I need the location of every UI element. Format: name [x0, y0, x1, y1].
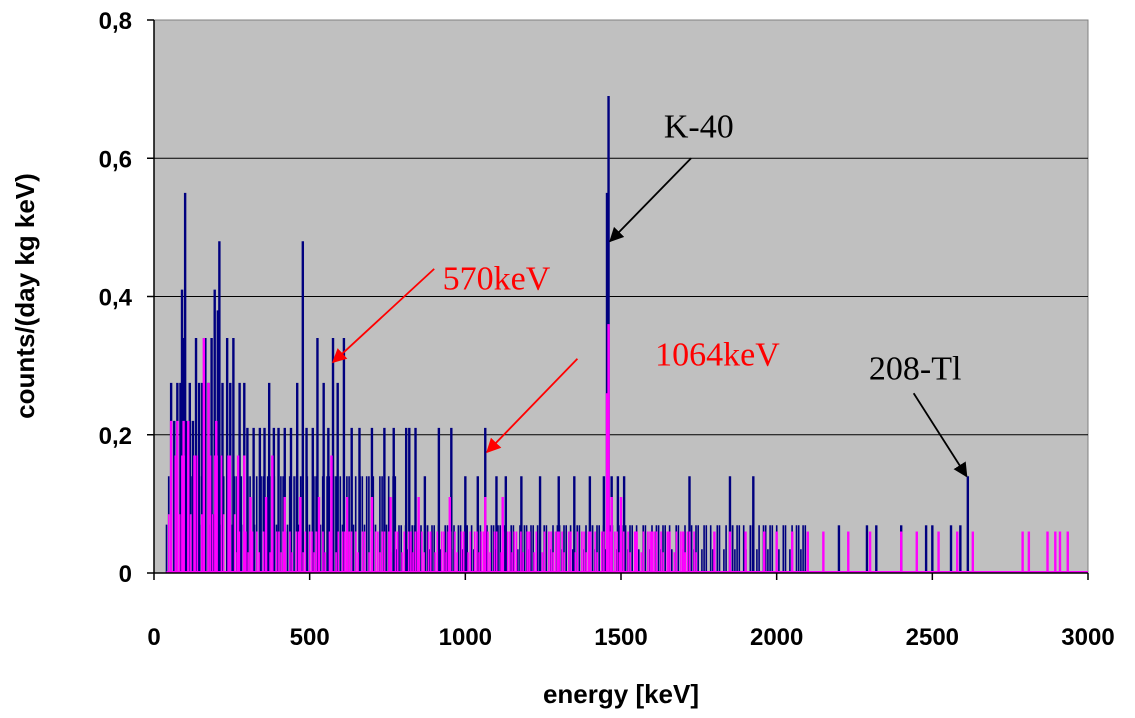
- annotation-label: 570keV: [443, 261, 551, 298]
- x-tick-label: 2500: [906, 624, 959, 651]
- annotations: K-40 570keV 1064keV 208-Tl: [331, 109, 968, 478]
- annotation-arrow: [331, 268, 435, 364]
- x-tick-label: 500: [290, 624, 330, 651]
- y-tick-label: 0: [119, 561, 132, 588]
- x-tick-label: 1000: [439, 624, 492, 651]
- baseline-strokes: [701, 525, 807, 573]
- x-tick-label: 3000: [1061, 624, 1114, 651]
- annotation-label: K-40: [664, 109, 734, 146]
- annotation-label: 208-Tl: [869, 350, 962, 387]
- gridlines: [154, 157, 1088, 436]
- annotation-label: 1064keV: [655, 337, 780, 374]
- annotation-arrow: [912, 392, 968, 478]
- annotation-arrow: [609, 157, 692, 243]
- y-tick-label: 0,4: [99, 285, 133, 312]
- axis-ticks: 0 0,2 0,4 0,6 0,8 0 500 1000 1500 2000 2500 3000: [99, 8, 1115, 651]
- baseline-strokes: [396, 525, 699, 573]
- series-2: [166, 324, 1088, 573]
- x-tick-label: 0: [147, 624, 160, 651]
- y-tick-label: 0,6: [99, 146, 132, 173]
- y-tick-label: 0,2: [99, 423, 132, 450]
- annotation-arrow: [486, 358, 579, 454]
- y-tick-label: 0,8: [99, 8, 132, 35]
- baseline-strokes: [236, 531, 538, 573]
- data-series: [165, 96, 1088, 573]
- y-axis-title: counts/(day kg keV): [10, 173, 40, 419]
- x-axis-title: energy [keV]: [543, 679, 699, 709]
- x-tick-label: 2000: [750, 624, 803, 651]
- x-tick-label: 1500: [594, 624, 647, 651]
